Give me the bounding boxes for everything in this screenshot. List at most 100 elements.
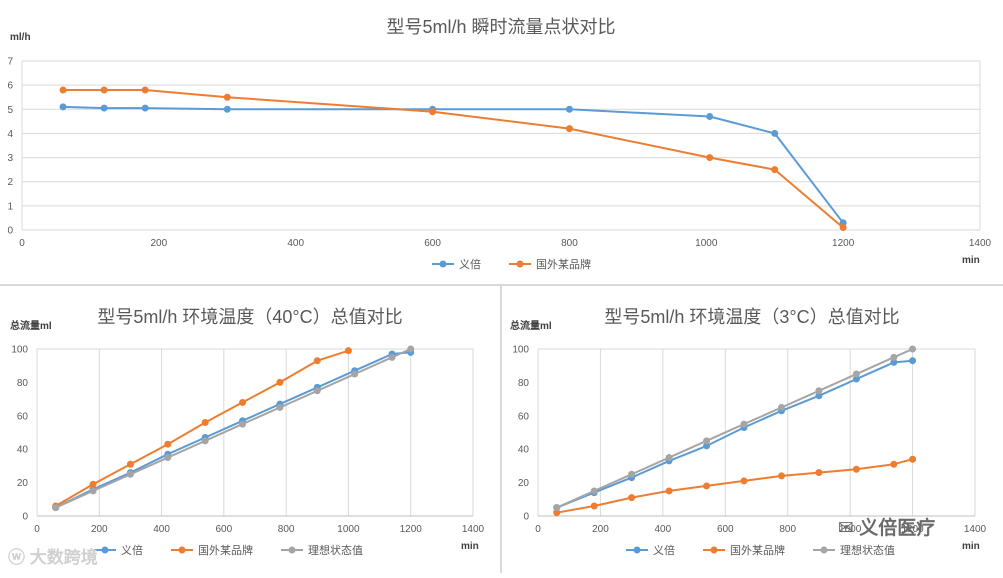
panel-separator-vertical: [500, 286, 502, 573]
data-point: [703, 437, 711, 445]
data-point: [703, 442, 711, 450]
y-tick-label: 80: [518, 378, 530, 389]
x-tick-label: 1200: [901, 524, 924, 535]
y-tick-label: 100: [11, 345, 28, 356]
data-point: [740, 477, 748, 485]
data-point: [706, 113, 714, 121]
y-tick-label: 2: [7, 177, 13, 188]
data-point: [590, 487, 598, 495]
data-point: [388, 353, 396, 361]
data-point: [777, 472, 785, 480]
y-tick-label: 100: [512, 345, 529, 356]
x-tick-label: 1400: [969, 238, 992, 249]
x-tick-label: 600: [216, 524, 233, 535]
x-tick-label: 800: [779, 524, 796, 535]
data-point: [351, 370, 359, 378]
data-point: [344, 347, 352, 355]
x-tick-label: 400: [287, 238, 304, 249]
chart-panel-40c: 型号5ml/h 环境温度（40°C）总值对比 总流量ml min 0 20 40 60 80 1…: [0, 286, 500, 573]
data-point: [815, 469, 823, 477]
x-tick-label: 200: [91, 524, 108, 535]
data-point: [126, 460, 134, 468]
data-point: [628, 494, 636, 502]
x-tick-label: 1400: [462, 524, 485, 535]
legend-label: 义倍: [459, 257, 481, 271]
data-point: [839, 219, 847, 227]
y-tick-label: 20: [518, 478, 530, 489]
data-point: [553, 504, 561, 512]
instant-flow-chart: 型号5ml/h 瞬时流量点状对比 ml/h min 0 1 2 3 4 5 6 7 0 200 400 60…: [7, 17, 992, 271]
y-tick-label: 0: [22, 512, 28, 523]
y-tick-label: 6: [7, 81, 13, 92]
x-tick-label: 800: [561, 238, 578, 249]
data-point: [665, 487, 673, 495]
legend-label: 理想状态值: [840, 543, 895, 557]
x-tick-label: 800: [278, 524, 295, 535]
weibo-icon: ⓦ: [8, 548, 25, 567]
data-point: [164, 440, 172, 448]
y-tick-label: 7: [7, 57, 13, 68]
data-point: [201, 418, 209, 426]
x-tick-label: 1000: [695, 238, 718, 249]
data-point: [276, 378, 284, 386]
y-tick-label: 60: [17, 411, 29, 422]
data-point: [565, 125, 573, 133]
y-tick-label: 60: [518, 411, 530, 422]
data-point: [407, 345, 415, 353]
x-tick-label: 1400: [964, 524, 987, 535]
panel-separator-horizontal: [0, 284, 1003, 286]
watermark-left: ⓦ 大数跨境: [8, 543, 98, 568]
data-point: [223, 105, 231, 113]
x-axis-label: min: [962, 255, 980, 266]
y-axis-label: 总流量ml: [510, 319, 552, 332]
x-tick-label: 1200: [400, 524, 423, 535]
legend-label: 国外某品牌: [730, 543, 785, 557]
data-point: [100, 86, 108, 94]
x-tick-label: 400: [153, 524, 170, 535]
watermark-right: ✉ 义倍医疗: [838, 513, 935, 540]
data-point: [565, 105, 573, 113]
x-tick-label: 1000: [337, 524, 360, 535]
data-point: [909, 345, 917, 353]
legend-swatch-marker: [101, 546, 109, 554]
x-tick-label: 0: [19, 238, 25, 249]
watermark-left-text: 大数跨境: [29, 548, 98, 567]
data-point: [777, 403, 785, 411]
chart-panel-3c: 型号5ml/h 环境温度（3°C）总值对比 总流量ml min 0 20 40 60 80 10…: [502, 286, 1003, 573]
x-tick-label: 0: [34, 524, 40, 535]
data-point: [141, 104, 149, 112]
x-tick-label: 0: [535, 524, 541, 535]
data-point: [553, 509, 561, 517]
data-point: [164, 454, 172, 462]
data-point: [313, 357, 321, 365]
x-tick-label: 200: [151, 238, 168, 249]
data-point: [59, 103, 67, 111]
wechat-icon: ✉: [838, 518, 854, 539]
y-tick-label: 20: [17, 478, 29, 489]
data-point: [852, 370, 860, 378]
data-point: [429, 108, 437, 116]
series-line-2: [63, 89, 844, 229]
x-tick-label: 200: [592, 524, 609, 535]
x-tick-label: 1000: [839, 524, 862, 535]
y-tick-label: 1: [7, 201, 13, 212]
legend-swatch-marker: [710, 546, 718, 554]
legend-swatch-marker: [439, 260, 447, 268]
data-point: [890, 358, 898, 366]
y-tick-label: 0: [523, 512, 529, 523]
legend-label: 理想状态值: [308, 543, 363, 557]
y-tick-label: 40: [518, 445, 530, 456]
y-tick-label: 5: [7, 105, 13, 116]
data-point: [276, 403, 284, 411]
legend-swatch-marker: [633, 546, 641, 554]
data-point: [126, 470, 134, 478]
y-axis-label: ml/h: [10, 32, 31, 43]
legend-swatch-marker: [516, 260, 524, 268]
legend-label: 义倍: [121, 543, 143, 557]
data-point: [52, 504, 60, 512]
data-point: [239, 398, 247, 406]
legend-swatch-marker: [178, 546, 186, 554]
data-point: [771, 166, 779, 174]
